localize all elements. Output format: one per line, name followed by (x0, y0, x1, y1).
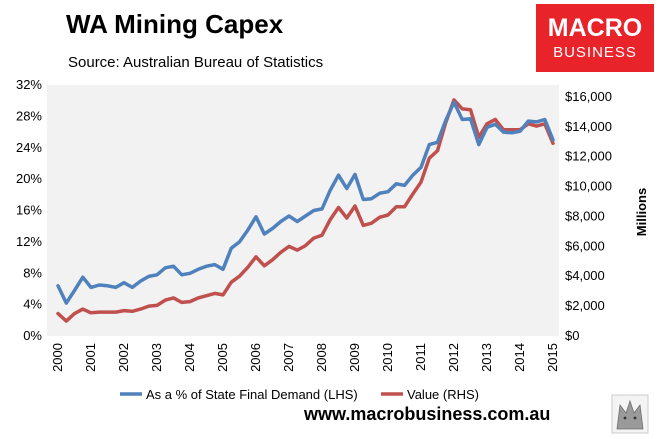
logo-line2: BUSINESS (553, 44, 637, 61)
x-tick-label: 2009 (347, 343, 362, 372)
wolf-icon (611, 394, 649, 434)
x-tick-label: 2005 (215, 343, 230, 372)
right-tick-label: $2,000 (565, 298, 605, 313)
right-tick-label: $14,000 (565, 119, 612, 134)
x-tick-label: 2012 (446, 343, 461, 372)
series-line-lhs (56, 100, 555, 305)
website-url: www.macrobusiness.com.au (303, 404, 550, 424)
left-tick-label: 32% (16, 77, 42, 92)
x-tick-label: 2004 (182, 343, 197, 372)
right-tick-label: $8,000 (565, 208, 605, 223)
x-tick-label: 2010 (380, 343, 395, 372)
right-tick-label: $6,000 (565, 238, 605, 253)
x-axis: 2000 2001 2002 2003 2004 2005 2006 2007 2008 2009… (50, 343, 560, 372)
right-tick-label: $16,000 (565, 89, 612, 104)
right-axis: $0 $2,000 $4,000 $6,000 $8,000 $10,000 $12,000… (565, 89, 612, 343)
left-tick-label: 12% (16, 234, 42, 249)
series-layer (56, 98, 555, 323)
x-tick-label: 2007 (281, 343, 296, 372)
x-tick-label: 2015 (545, 343, 560, 372)
right-tick-label: $10,000 (565, 179, 612, 194)
x-tick-label: 2008 (314, 343, 329, 372)
x-tick-label: 2003 (149, 343, 164, 372)
left-tick-label: 16% (16, 203, 42, 218)
right-axis-label: Millions (634, 188, 649, 236)
left-tick-label: 8% (23, 265, 42, 280)
x-tick-label: 2002 (116, 343, 131, 372)
x-tick-label: 2013 (479, 343, 494, 372)
series-line-rhs (56, 98, 555, 323)
left-tick-label: 0% (23, 328, 42, 343)
right-tick-label: $12,000 (565, 149, 612, 164)
right-tick-label: $4,000 (565, 268, 605, 283)
left-tick-label: 20% (16, 171, 42, 186)
x-tick-label: 2014 (512, 343, 527, 372)
left-tick-label: 4% (23, 297, 42, 312)
chart-title: WA Mining Capex (66, 9, 284, 39)
legend-label-lhs: As a % of State Final Demand (LHS) (146, 387, 358, 402)
x-tick-label: 2001 (83, 343, 98, 372)
x-tick-label: 2011 (413, 343, 428, 371)
legend: As a % of State Final Demand (LHS) Value… (120, 387, 479, 402)
legend-label-rhs: Value (RHS) (407, 387, 479, 402)
left-tick-label: 28% (16, 108, 42, 123)
x-tick-label: 2000 (50, 343, 65, 372)
left-tick-label: 24% (16, 140, 42, 155)
logo-line1: MACRO (548, 14, 642, 42)
x-tick-label: 2006 (248, 343, 263, 372)
right-tick-label: $0 (565, 328, 579, 343)
chart-subtitle: Source: Australian Bureau of Statistics (68, 54, 323, 71)
plot-area (47, 85, 559, 336)
macrobusiness-logo: MACRO BUSINESS (536, 4, 654, 72)
left-axis: 0% 4% 8% 12% 16% 20% 24% 28% 32% (16, 77, 42, 343)
